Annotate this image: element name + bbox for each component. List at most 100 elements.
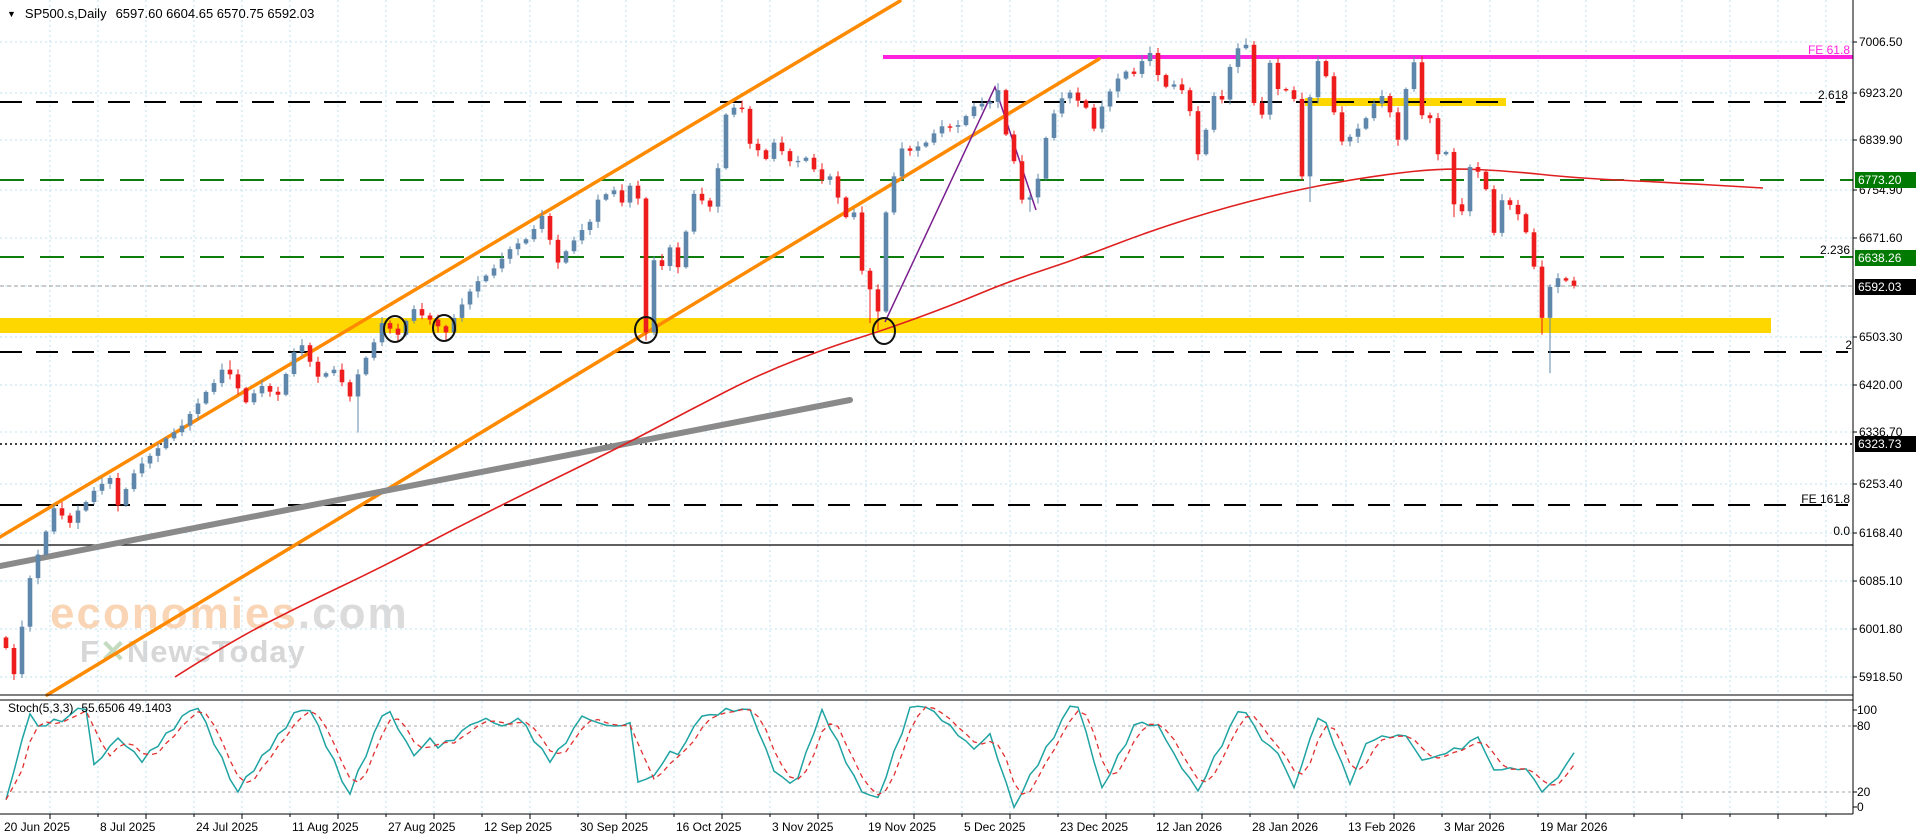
candle-down <box>1451 151 1457 205</box>
candle-down <box>427 315 433 320</box>
indicator-label: Stoch(5,3,3) 55.6506 49.1403 <box>8 701 171 715</box>
candle-down <box>787 151 793 162</box>
candle-up <box>139 463 145 474</box>
watermark-brand: economies.com <box>50 589 409 638</box>
candle-down <box>811 157 817 170</box>
candle-up <box>1403 89 1409 140</box>
ohlc-values: 6597.60 6604.65 6570.75 6592.03 <box>115 6 315 21</box>
candle-down <box>555 239 561 263</box>
candle-up <box>1067 92 1073 99</box>
candle-down <box>1483 171 1489 190</box>
candle-up <box>1379 96 1385 104</box>
candle-up <box>731 107 737 115</box>
candle-down <box>1563 278 1569 281</box>
symbol-dropdown-icon[interactable]: ▼ <box>7 8 16 19</box>
candle-up <box>51 508 57 532</box>
candle-up <box>171 432 177 439</box>
candle-down <box>1179 84 1185 91</box>
gray-trendline <box>0 397 853 569</box>
candle-up <box>291 352 297 375</box>
candle-up <box>499 258 505 269</box>
candle-up <box>1203 129 1209 155</box>
candle-up <box>83 502 89 511</box>
time-axis[interactable] <box>0 814 1916 840</box>
candle-down <box>339 369 345 383</box>
candle-up <box>1371 103 1377 119</box>
candle-down <box>11 647 17 675</box>
candle-up <box>883 212 889 312</box>
touch-circle <box>432 314 456 342</box>
candle-up <box>1227 66 1233 100</box>
candle-up <box>355 374 361 397</box>
candle-down <box>1395 112 1401 140</box>
candle-up <box>35 554 41 579</box>
candle-down <box>763 150 769 159</box>
candle-down <box>1331 76 1337 113</box>
candle-up <box>131 473 137 490</box>
candle-down <box>755 143 761 151</box>
candle-up <box>195 403 201 414</box>
candle-up <box>1147 52 1153 62</box>
candle-up <box>163 438 169 449</box>
candle-up <box>1307 97 1313 177</box>
candle-down <box>1083 100 1089 108</box>
candle-up <box>691 193 697 232</box>
candle-up <box>363 357 369 375</box>
candle-up <box>515 243 521 250</box>
candle-up <box>795 160 801 163</box>
touch-circle <box>872 317 896 345</box>
indicator-name: Stoch(5,3,3) <box>8 701 74 715</box>
candle-down <box>243 388 249 403</box>
chart-title: ▼ SP500.s,Daily 6597.60 6604.65 6570.75 … <box>7 6 314 21</box>
candle-down <box>747 108 753 144</box>
candle-down <box>835 176 841 198</box>
candle-up <box>75 510 81 523</box>
candle-up <box>579 230 585 241</box>
candle-up <box>219 369 225 384</box>
candle-up <box>851 212 857 218</box>
price-axis[interactable] <box>1853 0 1916 814</box>
candle-down <box>739 107 745 110</box>
candle-up <box>1267 62 1273 115</box>
candle-up <box>1139 61 1145 74</box>
candle-down <box>547 215 553 240</box>
candle-up <box>259 385 265 394</box>
candle-up <box>931 133 937 143</box>
purple-zigzag <box>884 84 1037 323</box>
candle-up <box>251 393 257 403</box>
candle-down <box>843 197 849 218</box>
candle-up <box>123 489 129 506</box>
candle-up <box>1099 106 1105 129</box>
candle-down <box>315 361 321 377</box>
candle-down <box>643 198 649 333</box>
candle-down <box>1523 214 1529 233</box>
stoch-d-line <box>5 706 1575 801</box>
candle-up <box>1115 78 1121 92</box>
candle-up <box>891 176 897 213</box>
candle-up <box>939 126 945 134</box>
touch-circle <box>634 316 658 344</box>
candle-down <box>1531 232 1537 267</box>
candle-up <box>963 116 969 126</box>
candle-up <box>531 228 537 240</box>
support-zone <box>0 318 1771 333</box>
candle-down <box>395 328 401 335</box>
candle-up <box>299 345 305 353</box>
candle-up <box>651 260 657 333</box>
stoch-k-line <box>5 705 1575 810</box>
candle-up <box>283 374 289 395</box>
candle-down <box>1251 44 1257 104</box>
candle-down <box>443 326 449 333</box>
candle-up <box>587 221 593 231</box>
candle-down <box>1155 52 1161 76</box>
candle-down <box>947 126 953 128</box>
candle-up <box>203 391 209 404</box>
candle-up <box>507 249 513 259</box>
candle-down <box>435 319 441 327</box>
candle-up <box>211 383 217 392</box>
candle-down <box>235 374 241 389</box>
candle-down <box>1275 62 1281 90</box>
candle-down <box>867 270 873 290</box>
